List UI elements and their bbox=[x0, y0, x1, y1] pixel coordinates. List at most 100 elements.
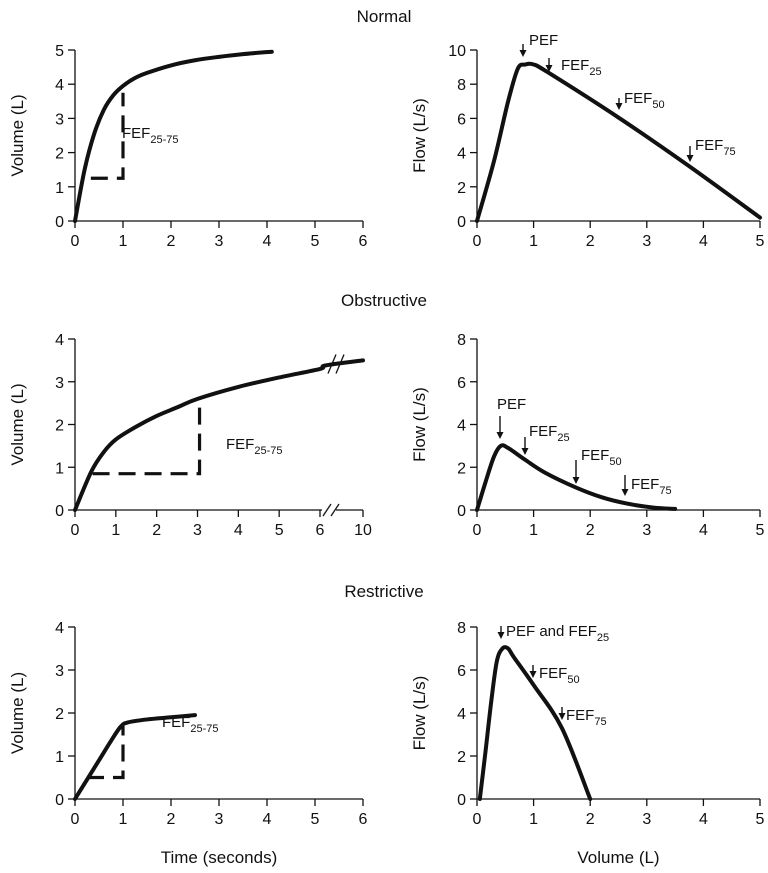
y-tick-label: 0 bbox=[457, 214, 466, 231]
x-tick-label: 0 bbox=[473, 233, 482, 250]
annotation-subscript: 50 bbox=[609, 456, 621, 468]
y-tick-label: 1 bbox=[55, 460, 64, 477]
annotation-subscript: 75 bbox=[723, 146, 735, 158]
y-axis-label: Flow (L/s) bbox=[410, 676, 429, 751]
annotation-text: FEF bbox=[561, 57, 589, 74]
x-tick-label: 0 bbox=[71, 811, 80, 828]
y-tick-label: 10 bbox=[448, 43, 466, 60]
x-tick-label: 1 bbox=[529, 811, 538, 828]
series-line bbox=[73, 49, 274, 223]
x-tick-label: 3 bbox=[215, 233, 224, 250]
x-tick-label: 3 bbox=[642, 233, 651, 250]
x-tick-label: 2 bbox=[586, 522, 595, 539]
y-tick-label: 2 bbox=[457, 180, 466, 197]
x-tick-label: 0 bbox=[473, 811, 482, 828]
x-axis-break-mark bbox=[330, 503, 340, 517]
annotation-text: PEF bbox=[497, 396, 526, 413]
x-tick-label: 4 bbox=[699, 811, 708, 828]
y-tick-label: 8 bbox=[457, 620, 466, 637]
y-tick-label: 3 bbox=[55, 663, 64, 680]
annotation-arrowhead bbox=[529, 671, 537, 678]
x-tick-label: 2 bbox=[586, 233, 595, 250]
y-tick-label: 4 bbox=[55, 77, 64, 94]
x-tick-label: 4 bbox=[699, 522, 708, 539]
y-tick-label: 0 bbox=[55, 214, 64, 231]
y-tick-label: 2 bbox=[457, 460, 466, 477]
y-tick-label: 4 bbox=[55, 620, 64, 637]
annotation-text: FEF bbox=[122, 125, 150, 142]
y-tick-label: 6 bbox=[457, 663, 466, 680]
annotation-arrowhead bbox=[686, 155, 694, 162]
annotation-label: PEF bbox=[529, 32, 558, 49]
x-tick-label: 2 bbox=[167, 233, 176, 250]
annotation-arrowhead bbox=[545, 65, 553, 72]
annotation-label: FEF25 bbox=[529, 423, 570, 444]
annotation-label: FEF75 bbox=[566, 707, 607, 728]
x-tick-label: 4 bbox=[234, 522, 243, 539]
chart-panel-6: 0 2 4 6 8 0 1 2 3 4 5 Flow (L/s) Volume (L) PEF and F… bbox=[410, 620, 765, 867]
y-tick-label: 2 bbox=[457, 749, 466, 766]
chart-panel-3: 0 1 2 3 4 0 1 2 3 4 5 6 10 Volume (L) FEF25-75 bbox=[8, 332, 372, 539]
y-tick-label: 3 bbox=[55, 375, 64, 392]
y-axis-label: Flow (L/s) bbox=[410, 98, 429, 173]
annotation-subscript: 75 bbox=[594, 716, 606, 728]
y-axis-label: Volume (L) bbox=[8, 383, 27, 465]
x-tick-label: 6 bbox=[359, 233, 368, 250]
y-tick-label: 4 bbox=[457, 146, 466, 163]
x-tick-label: 6 bbox=[359, 811, 368, 828]
x-tick-label: 0 bbox=[473, 522, 482, 539]
x-tick-label: 0 bbox=[71, 522, 80, 539]
fef-25-75-dashed-line bbox=[90, 92, 125, 180]
annotation-subscript: 25 bbox=[557, 432, 569, 444]
y-tick-label: 2 bbox=[55, 146, 64, 163]
x-tick-label: 5 bbox=[311, 811, 320, 828]
y-tick-label: 4 bbox=[55, 332, 64, 349]
y-tick-label: 6 bbox=[457, 375, 466, 392]
x-tick-label: 4 bbox=[263, 811, 272, 828]
annotation-arrowhead bbox=[615, 103, 623, 110]
annotation-subscript: 25-75 bbox=[150, 134, 178, 146]
annotation-arrowhead bbox=[558, 713, 566, 720]
y-tick-label: 2 bbox=[55, 706, 64, 723]
annotation-text: FEF bbox=[226, 436, 254, 453]
annotation-label: PEF and FEF25 bbox=[506, 623, 609, 644]
x-tick-label: 3 bbox=[642, 522, 651, 539]
annotation-label: FEF50 bbox=[581, 447, 622, 468]
annotation-text: PEF bbox=[529, 32, 558, 49]
annotation-label: FEF75 bbox=[695, 137, 736, 158]
annotation-text: FEF bbox=[162, 714, 190, 731]
x-tick-label: 1 bbox=[119, 811, 128, 828]
x-tick-label: 1 bbox=[119, 233, 128, 250]
x-tick-label: 6 bbox=[316, 522, 325, 539]
x-tick-label: 1 bbox=[529, 233, 538, 250]
y-tick-label: 2 bbox=[55, 418, 64, 435]
x-axis-label: Time (seconds) bbox=[161, 848, 278, 867]
y-axis-label: Volume (L) bbox=[8, 94, 27, 176]
annotation-subscript: 25-75 bbox=[190, 723, 218, 735]
x-axis-label: Volume (L) bbox=[577, 848, 659, 867]
y-tick-label: 4 bbox=[457, 706, 466, 723]
y-tick-label: 1 bbox=[55, 749, 64, 766]
annotation-arrowhead bbox=[621, 489, 629, 496]
x-tick-label: 2 bbox=[167, 811, 176, 828]
x-tick-label: 4 bbox=[699, 233, 708, 250]
y-tick-label: 8 bbox=[457, 332, 466, 349]
annotation-label: FEF75 bbox=[631, 476, 672, 497]
annotation-text: FEF bbox=[631, 476, 659, 493]
x-tick-label: 3 bbox=[642, 811, 651, 828]
series-line bbox=[475, 61, 762, 223]
annotation-subscript: 50 bbox=[567, 674, 579, 686]
x-tick-label: 1 bbox=[529, 522, 538, 539]
y-tick-label: 5 bbox=[55, 43, 64, 60]
y-axis-label: Volume (L) bbox=[8, 672, 27, 754]
x-tick-label: 4 bbox=[263, 233, 272, 250]
x-axis-break-mark bbox=[322, 503, 332, 517]
x-tick-label: 10 bbox=[354, 522, 372, 539]
fef-25-75-dashed-line bbox=[92, 398, 202, 476]
series-line bbox=[73, 713, 197, 801]
annotation-label: FEF25 bbox=[561, 57, 602, 78]
annotation-arrowhead bbox=[572, 477, 580, 484]
y-tick-label: 0 bbox=[55, 792, 64, 809]
